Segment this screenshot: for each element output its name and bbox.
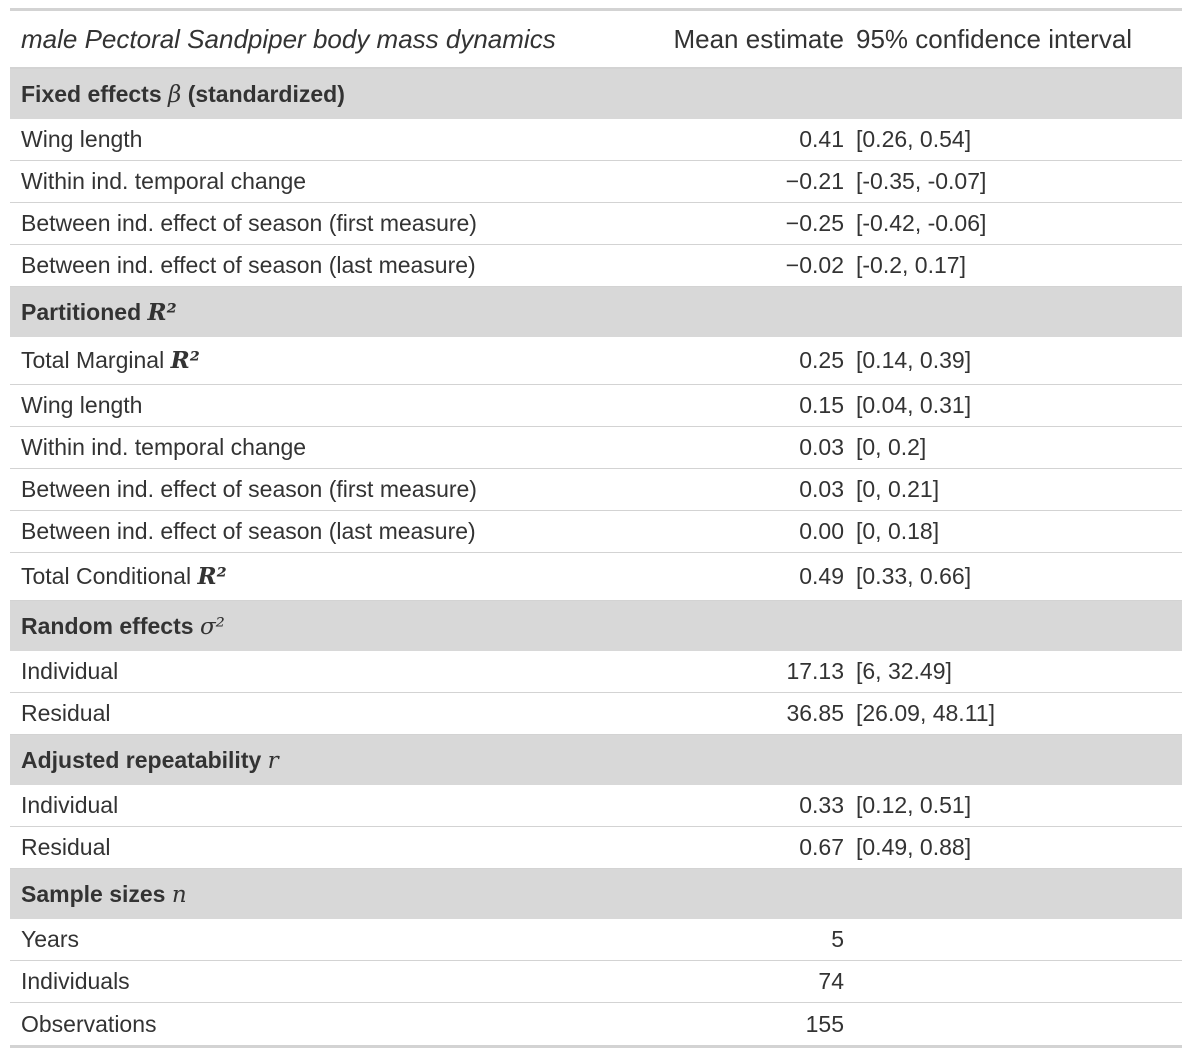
- table-row: Years 5: [10, 919, 1182, 961]
- group-header-partitioned-r2: Partitioned R²: [10, 287, 1182, 337]
- row-label: Between ind. effect of season (last meas…: [21, 518, 476, 544]
- table-row: Between ind. effect of season (last meas…: [10, 511, 1182, 553]
- group-label: Partitioned: [21, 298, 142, 325]
- group-label: Adjusted repeatability: [21, 746, 262, 773]
- row-mean: 5: [831, 926, 844, 952]
- row-label: Total Conditional: [21, 563, 192, 589]
- table-row: Individual 0.33 [0.12, 0.51]: [10, 785, 1182, 827]
- row-label: Residual: [21, 700, 111, 726]
- r-squared-symbol: R²: [147, 298, 177, 326]
- row-label: Wing length: [21, 126, 143, 152]
- r-squared-symbol: R²: [170, 347, 200, 374]
- table-row: Wing length 0.41 [0.26, 0.54]: [10, 119, 1182, 161]
- table-row: Total Marginal R² 0.25 [0.14, 0.39]: [10, 337, 1182, 385]
- row-label: Observations: [21, 1010, 157, 1037]
- table-row: Total Conditional R² 0.49 [0.33, 0.66]: [10, 553, 1182, 601]
- table-row: Within ind. temporal change 0.03 [0, 0.2…: [10, 427, 1182, 469]
- row-mean: 74: [818, 968, 844, 994]
- row-label: Individual: [21, 792, 119, 818]
- row-label: Wing length: [21, 392, 143, 418]
- group-header-random-effects: Random effects σ²: [10, 601, 1182, 651]
- row-label: Residual: [21, 834, 111, 860]
- row-mean: 0.33: [799, 792, 844, 818]
- row-ci: [0, 0.18]: [856, 518, 940, 544]
- sigma-squared-symbol: σ²: [199, 613, 225, 640]
- row-mean: 0.03: [799, 434, 844, 460]
- row-ci: [-0.35, -0.07]: [856, 168, 987, 194]
- row-label: Years: [21, 926, 79, 952]
- column-header-mean: Mean estimate: [673, 23, 844, 54]
- results-table: male Pectoral Sandpiper body mass dynami…: [10, 8, 1182, 1048]
- table-row: Individual 17.13 [6, 32.49]: [10, 651, 1182, 693]
- row-label: Within ind. temporal change: [21, 168, 307, 194]
- group-label: Random effects: [21, 612, 194, 639]
- row-mean: 0.03: [799, 476, 844, 502]
- group-header-fixed-effects: Fixed effects β (standardized): [10, 69, 1182, 119]
- r-symbol: r: [267, 747, 279, 774]
- row-label: Within ind. temporal change: [21, 434, 307, 460]
- table-row: Residual 36.85 [26.09, 48.11]: [10, 693, 1182, 735]
- group-suffix: (standardized): [187, 80, 345, 107]
- row-ci: [-0.2, 0.17]: [856, 252, 966, 278]
- row-label: Total Marginal: [21, 347, 165, 373]
- table-row: Wing length 0.15 [0.04, 0.31]: [10, 385, 1182, 427]
- row-mean: 0.00: [799, 518, 844, 544]
- row-mean: −0.02: [785, 252, 844, 278]
- group-label: Fixed effects: [21, 80, 162, 107]
- table-row: Between ind. effect of season (first mea…: [10, 469, 1182, 511]
- table-row: Residual 0.67 [0.49, 0.88]: [10, 827, 1182, 869]
- row-label: Between ind. effect of season (last meas…: [21, 252, 476, 278]
- row-ci: [0.12, 0.51]: [856, 792, 972, 818]
- row-label: Between ind. effect of season (first mea…: [21, 476, 477, 502]
- table-bottom-rule: [10, 1045, 1182, 1048]
- column-header-ci: 95% confidence interval: [856, 23, 1133, 54]
- table-row: Between ind. effect of season (last meas…: [10, 245, 1182, 287]
- table-title: male Pectoral Sandpiper body mass dynami…: [21, 23, 556, 54]
- row-ci: [0.49, 0.88]: [856, 834, 972, 860]
- group-header-sample-sizes: Sample sizes n: [10, 869, 1182, 919]
- row-label: Individuals: [21, 968, 130, 994]
- row-ci: [0.33, 0.66]: [856, 563, 972, 589]
- row-label: Between ind. effect of season (first mea…: [21, 210, 477, 236]
- row-ci: [0, 0.2]: [856, 434, 927, 460]
- row-ci: [0, 0.21]: [856, 476, 940, 502]
- row-ci: [6, 32.49]: [856, 658, 952, 684]
- row-ci: [-0.42, -0.06]: [856, 210, 987, 236]
- row-mean: 155: [805, 1010, 844, 1037]
- row-ci: [0.14, 0.39]: [856, 347, 972, 373]
- table-row: Within ind. temporal change −0.21 [-0.35…: [10, 161, 1182, 203]
- table-row: Observations 155: [10, 1003, 1182, 1045]
- table-top-rule: [10, 8, 1182, 11]
- row-label: Individual: [21, 658, 119, 684]
- table-row: Between ind. effect of season (first mea…: [10, 203, 1182, 245]
- row-mean: 0.67: [799, 834, 844, 860]
- row-mean: 17.13: [786, 658, 844, 684]
- row-mean: 0.25: [799, 347, 844, 373]
- row-mean: 0.15: [799, 392, 844, 418]
- group-label: Sample sizes: [21, 880, 166, 907]
- row-ci: [0.26, 0.54]: [856, 126, 972, 152]
- row-mean: 0.41: [799, 126, 844, 152]
- group-header-repeatability: Adjusted repeatability r: [10, 735, 1182, 785]
- r-squared-symbol: R²: [197, 563, 227, 590]
- row-mean: −0.21: [785, 168, 844, 194]
- row-ci: [0.04, 0.31]: [856, 392, 972, 418]
- row-mean: −0.25: [785, 210, 844, 236]
- table-row: Individuals 74: [10, 961, 1182, 1003]
- table-header: male Pectoral Sandpiper body mass dynami…: [10, 11, 1182, 69]
- n-symbol: n: [171, 881, 187, 908]
- row-mean: 0.49: [799, 563, 844, 589]
- row-mean: 36.85: [786, 700, 844, 726]
- row-ci: [26.09, 48.11]: [856, 700, 995, 726]
- beta-symbol: β: [168, 81, 182, 108]
